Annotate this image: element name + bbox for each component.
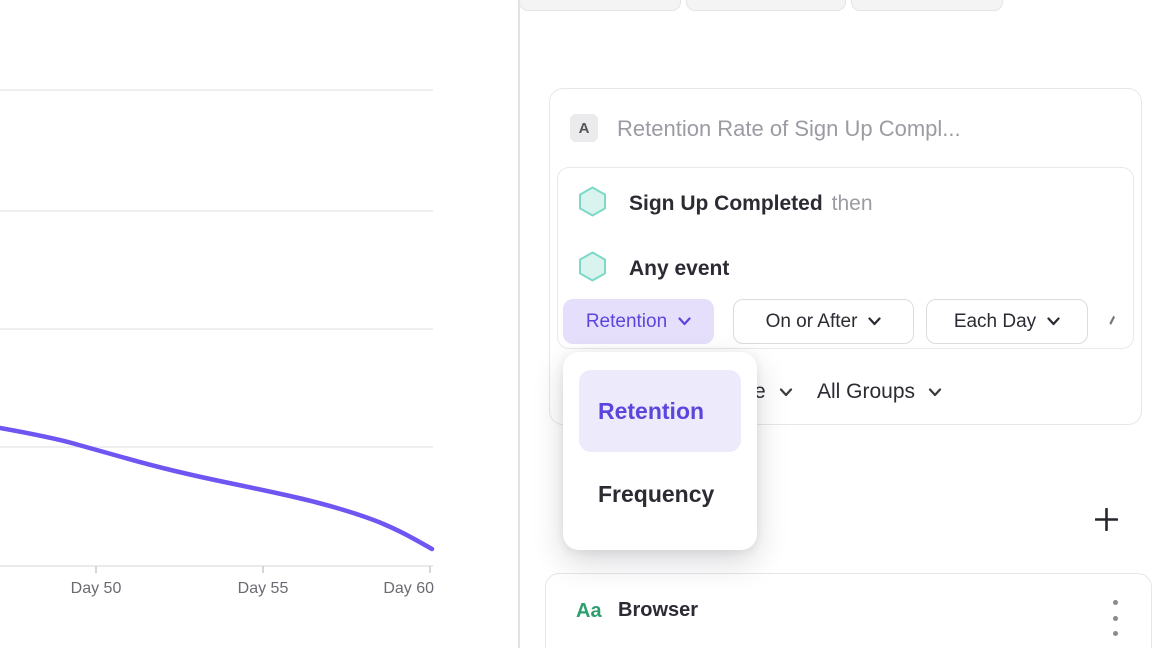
panel-divider [518, 0, 520, 648]
event-suffix-then: then [831, 192, 873, 215]
menu-item-retention[interactable]: Retention [579, 370, 741, 452]
menu-item-frequency[interactable]: Frequency [598, 480, 715, 507]
each-day-dropdown[interactable]: Each Day [926, 299, 1088, 344]
string-property-type-icon: Aa [576, 600, 602, 622]
more-options-button[interactable] [1104, 600, 1126, 636]
retention-mode-dropdown[interactable]: Retention [563, 299, 714, 344]
all-groups-label: All Groups [817, 380, 916, 403]
kebab-dot [1112, 631, 1118, 636]
kebab-dot [1112, 615, 1118, 621]
measure-dropdown-partial[interactable]: e [754, 370, 793, 414]
event-hexagon-icon [578, 186, 607, 222]
x-axis-label: Day 50 [70, 580, 122, 597]
event-hexagon-icon [578, 251, 607, 287]
x-axis-label: Day 60 [383, 580, 435, 597]
all-groups-dropdown[interactable]: All Groups [817, 370, 942, 414]
metric-type-dropdown-menu: Retention Frequency [563, 352, 757, 550]
chevron-down-icon [928, 387, 942, 396]
on-or-after-label: On or After [765, 310, 858, 332]
x-axis-label: Day 55 [237, 580, 289, 597]
cursor-artifact [1108, 313, 1116, 331]
event-list-card: Sign Up Completed then Any event Retentio… [557, 167, 1134, 349]
report-title-input[interactable] [615, 111, 1109, 147]
event-row-sign-up-completed[interactable]: Sign Up Completed then [578, 186, 873, 222]
chevron-down-icon [1047, 317, 1060, 326]
group-badge: A [570, 114, 598, 142]
on-or-after-dropdown[interactable]: On or After [733, 299, 914, 344]
chevron-down-icon [868, 317, 882, 326]
tab-segment-1[interactable] [519, 0, 681, 11]
retention-mode-label: Retention [585, 310, 668, 332]
add-button[interactable] [1084, 497, 1128, 541]
tab-segment-2[interactable] [686, 0, 846, 11]
event-row-any-event[interactable]: Any event [578, 251, 730, 287]
chevron-down-icon [678, 317, 691, 326]
retention-line [0, 425, 435, 552]
property-card-browser: Aa Browser [545, 573, 1152, 648]
plus-icon [1094, 507, 1118, 531]
each-day-label: Each Day [953, 310, 1037, 332]
tab-segment-3[interactable] [851, 0, 1003, 11]
property-label: Browser [618, 599, 699, 621]
measure-dropdown-partial-text: e [754, 380, 766, 403]
kebab-dot [1112, 600, 1118, 605]
chevron-down-icon [779, 387, 792, 396]
event-name: Any event [629, 257, 730, 280]
retention-chart [0, 89, 435, 573]
retention-chart-panel: Day 50 Day 55 Day 60 [0, 0, 519, 648]
event-name: Sign Up Completed [629, 192, 823, 215]
